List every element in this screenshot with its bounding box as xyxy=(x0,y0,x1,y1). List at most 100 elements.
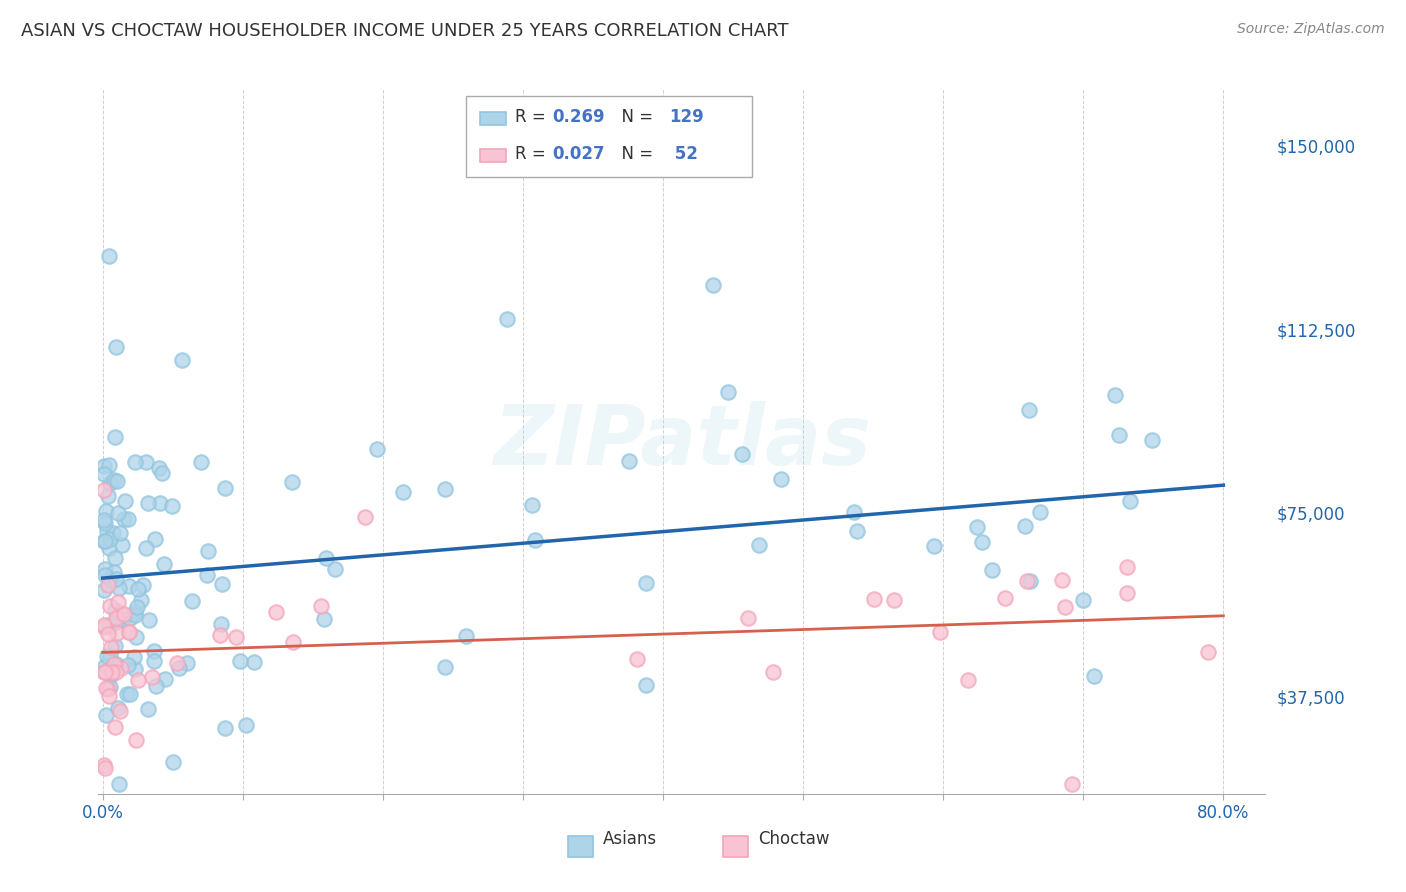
Point xyxy=(148,461,170,475)
Point xyxy=(1119,493,1142,508)
Point xyxy=(112,607,135,622)
Point xyxy=(115,688,138,702)
Text: N =: N = xyxy=(610,108,658,126)
Point xyxy=(524,533,547,547)
Point xyxy=(717,385,740,400)
Text: $112,500: $112,500 xyxy=(1277,322,1357,341)
Point xyxy=(135,455,157,469)
Point xyxy=(111,538,134,552)
Point xyxy=(243,656,266,670)
Point xyxy=(981,563,1004,577)
Point xyxy=(118,687,141,701)
Point xyxy=(100,668,122,682)
Point xyxy=(110,661,132,675)
Point xyxy=(211,577,233,591)
Point xyxy=(107,595,129,609)
Point xyxy=(108,525,131,540)
Point xyxy=(281,475,304,489)
Point xyxy=(97,578,120,592)
Point xyxy=(111,612,134,626)
Point xyxy=(107,581,129,595)
Point xyxy=(1018,403,1040,417)
Point xyxy=(93,619,115,633)
Point xyxy=(107,701,129,715)
Text: R =: R = xyxy=(515,145,551,162)
Point xyxy=(105,657,128,671)
Point xyxy=(149,496,172,510)
Point xyxy=(883,593,905,607)
Point xyxy=(105,474,128,488)
Point xyxy=(195,567,218,582)
Point xyxy=(143,532,166,546)
Point xyxy=(100,649,122,664)
Point xyxy=(117,657,139,672)
Point xyxy=(731,447,754,461)
Point xyxy=(104,340,127,354)
Point xyxy=(966,519,988,533)
Point xyxy=(98,458,121,473)
Point xyxy=(105,611,128,625)
Point xyxy=(98,599,121,614)
Point xyxy=(97,681,120,696)
Text: 129: 129 xyxy=(669,108,704,126)
Point xyxy=(214,482,236,496)
Point xyxy=(922,539,945,553)
Point xyxy=(97,626,120,640)
Point xyxy=(702,277,724,292)
Point xyxy=(97,689,120,703)
Point xyxy=(312,612,335,626)
Point xyxy=(929,624,952,639)
Point xyxy=(132,578,155,592)
Point xyxy=(103,565,125,579)
Point xyxy=(162,500,184,514)
Point xyxy=(281,635,304,649)
Point xyxy=(108,777,131,791)
Point xyxy=(353,509,375,524)
Point xyxy=(114,493,136,508)
Point xyxy=(112,512,135,526)
Text: R =: R = xyxy=(515,108,551,126)
Text: 0.027: 0.027 xyxy=(553,145,605,162)
Point xyxy=(993,591,1015,606)
Point xyxy=(104,430,127,444)
Point xyxy=(956,673,979,687)
Bar xyxy=(479,148,506,162)
Point xyxy=(1083,669,1105,683)
Text: $37,500: $37,500 xyxy=(1277,690,1346,707)
Point xyxy=(94,658,117,673)
Point xyxy=(141,670,163,684)
Point xyxy=(94,568,117,582)
Point xyxy=(96,504,118,518)
Point xyxy=(125,600,148,615)
Point xyxy=(105,572,128,586)
Point xyxy=(98,475,121,490)
Point xyxy=(96,524,118,538)
Point xyxy=(737,611,759,625)
Text: Choctaw: Choctaw xyxy=(758,830,830,848)
Point xyxy=(145,679,167,693)
Point xyxy=(104,550,127,565)
Bar xyxy=(465,96,752,178)
Point xyxy=(100,681,122,695)
Point xyxy=(264,605,287,619)
Point xyxy=(93,582,115,597)
Point xyxy=(309,599,332,614)
Text: 0.269: 0.269 xyxy=(553,108,605,126)
Text: N =: N = xyxy=(610,145,658,162)
Point xyxy=(125,733,148,747)
Point xyxy=(433,660,456,674)
Point xyxy=(1104,388,1126,402)
Text: Asians: Asians xyxy=(603,830,657,848)
Point xyxy=(93,617,115,632)
Point xyxy=(162,755,184,769)
Point xyxy=(1142,433,1164,447)
Point xyxy=(94,708,117,723)
Point xyxy=(105,625,128,640)
Point xyxy=(235,718,257,732)
Point xyxy=(769,472,792,486)
Point xyxy=(1116,559,1139,574)
Point xyxy=(1108,427,1130,442)
Point xyxy=(104,639,127,653)
Point xyxy=(150,466,173,480)
Bar xyxy=(568,836,593,857)
